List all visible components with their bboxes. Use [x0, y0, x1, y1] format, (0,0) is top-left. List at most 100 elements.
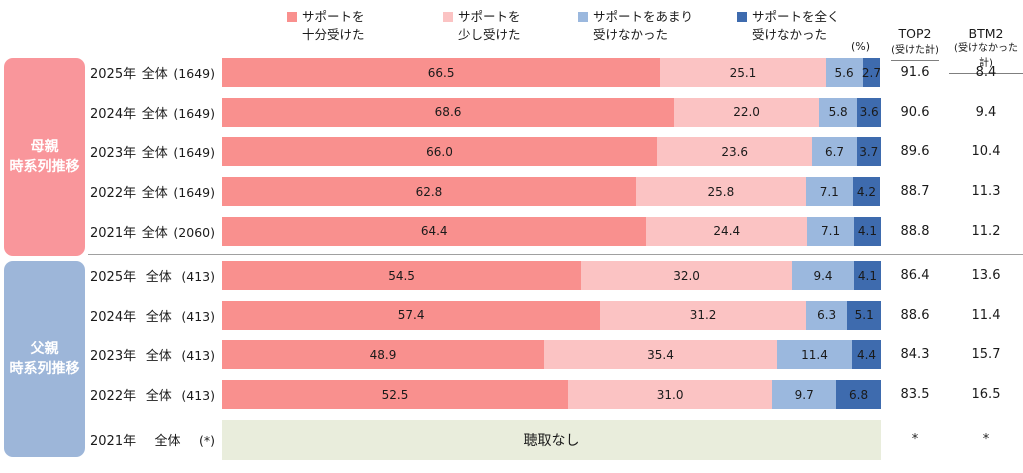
chart-row-father-2025: 2025年 全体 (413) 54.5 32.0 9.4 4.1 86.4 13… — [0, 261, 1023, 290]
segment-not-much: 9.4 — [792, 261, 854, 290]
no-data-bar: 聴取なし — [222, 419, 881, 460]
btm2-value: 15.7 — [971, 347, 1001, 363]
row-label: 2023年 全体 (413) — [90, 345, 215, 364]
btm2-value: 11.4 — [971, 307, 1001, 323]
legend-label-line1: サポートを — [458, 9, 521, 24]
segment-received-somewhat: 22.0 — [674, 97, 820, 127]
row-group: 全体 — [141, 225, 168, 241]
top2-value: 86.4 — [900, 268, 930, 283]
segment-not-at-all: 4.1 — [853, 216, 881, 246]
segment-received-somewhat: 25.1 — [660, 58, 826, 87]
segment-not-at-all: 4.4 — [852, 340, 881, 370]
row-group: 全体 — [141, 186, 168, 202]
chart-row-father-2024: 2024年 全体 (413) 57.4 31.2 6.3 5.1 88.6 11… — [0, 300, 1023, 330]
segment-value: 4.1 — [857, 224, 877, 239]
row-year: 2021年 — [90, 225, 137, 241]
top2-value: * — [911, 432, 919, 448]
segment-not-much: 7.1 — [805, 177, 853, 207]
segment-received-fully: 52.5 — [222, 380, 568, 410]
row-n: (1649) — [173, 185, 215, 201]
segment-value: 11.4 — [801, 347, 828, 362]
row-year: 2024年 — [90, 106, 137, 122]
segment-value: 31.0 — [656, 387, 684, 402]
segment-value: 6.7 — [824, 144, 845, 159]
segment-received-fully: 48.9 — [222, 340, 544, 370]
legend-label-line1: サポートを — [302, 9, 365, 24]
row-group: 全体 — [141, 106, 168, 122]
segment-value: 57.4 — [397, 308, 425, 323]
top2-subtitle: (受けた計) — [891, 43, 939, 61]
row-label: 2022年 全体 (1649) — [90, 182, 215, 201]
row-group: 全体 — [141, 146, 168, 162]
segment-received-fully: 68.6 — [222, 97, 675, 127]
segment-not-much: 5.6 — [825, 58, 863, 87]
segment-value: 6.3 — [817, 308, 837, 323]
stacked-bar: 68.6 22.0 5.8 3.6 — [222, 97, 881, 127]
segment-value: 5.1 — [854, 308, 874, 323]
segment-received-fully: 66.0 — [222, 137, 657, 167]
segment-received-somewhat: 31.0 — [567, 380, 773, 410]
chart-row-mother-2025: 2025年 全体 (1649) 66.5 25.1 5.6 2.7 91.6 8… — [0, 58, 1023, 87]
chart-row-father-2023: 2023年 全体 (413) 48.9 35.4 11.4 4.4 84.3 1… — [0, 340, 1023, 370]
row-year: 2021年 — [90, 434, 137, 450]
segment-value: 24.4 — [713, 224, 741, 239]
segment-not-much: 6.3 — [805, 300, 848, 330]
row-n: (413) — [181, 269, 215, 284]
segment-not-at-all: 6.8 — [836, 380, 881, 410]
group-box-mother-line1: 母親 — [30, 139, 59, 155]
segment-value: 25.8 — [707, 184, 735, 199]
row-n: (1649) — [173, 145, 215, 161]
segment-value: 4.2 — [856, 184, 877, 199]
legend-label-line1: サポートをあまり — [593, 9, 694, 24]
top2-title: TOP2 — [898, 26, 932, 41]
stacked-bar: 57.4 31.2 6.3 5.1 — [222, 300, 881, 330]
segment-value: 5.6 — [834, 65, 854, 80]
stacked-bar: 48.9 35.4 11.4 4.4 — [222, 340, 881, 370]
segment-not-at-all: 4.2 — [852, 177, 881, 207]
segment-value: 4.4 — [856, 347, 877, 362]
segment-value: 22.0 — [733, 105, 760, 120]
legend-label-line2: 十分受けた — [302, 27, 365, 42]
section-father: 2025年 全体 (413) 54.5 32.0 9.4 4.1 86.4 13… — [0, 261, 1023, 470]
row-label: 2023年 全体 (1649) — [90, 142, 215, 161]
stacked-bar: 66.0 23.6 6.7 3.7 — [222, 137, 881, 167]
legend-item-not-at-all: サポートを全く 受けなかった — [737, 8, 840, 44]
row-label: 2025年 全体 (1649) — [90, 63, 215, 82]
row-group: 全体 — [145, 270, 172, 285]
section-mother: 2025年 全体 (1649) 66.5 25.1 5.6 2.7 91.6 8… — [0, 58, 1023, 256]
legend-item-received-somewhat: サポートを 少し受けた — [443, 8, 521, 44]
legend-swatch-received-fully-icon — [287, 12, 297, 22]
top2-value: 84.3 — [900, 347, 930, 363]
top2-value: 88.6 — [900, 307, 930, 323]
segment-value: 7.1 — [821, 224, 841, 239]
stacked-bar: 64.4 24.4 7.1 4.1 — [222, 216, 881, 246]
segment-not-at-all: 4.1 — [853, 261, 881, 290]
row-group: 全体 — [145, 349, 172, 365]
top2-value: 83.5 — [900, 387, 930, 403]
legend-label-line2: 少し受けた — [458, 27, 521, 42]
btm2-value: 16.5 — [971, 387, 1001, 403]
btm2-value: 10.4 — [971, 144, 1001, 160]
no-data-label: 聴取なし — [523, 432, 580, 449]
row-group: 全体 — [154, 434, 181, 450]
stacked-bar: 66.5 25.1 5.6 2.7 — [222, 58, 881, 87]
row-year: 2024年 — [90, 309, 137, 325]
segment-value: 9.4 — [813, 268, 833, 283]
segment-not-at-all: 3.7 — [856, 137, 881, 167]
row-label: 2021年 全体 (2060) — [90, 222, 215, 241]
segment-received-somewhat: 25.8 — [635, 177, 806, 207]
btm2-title: BTM2 — [968, 26, 1004, 41]
segment-value: 6.8 — [849, 387, 869, 402]
row-year: 2022年 — [90, 186, 137, 202]
segment-received-fully: 66.5 — [222, 58, 661, 87]
chart-row-mother-2024: 2024年 全体 (1649) 68.6 22.0 5.8 3.6 90.6 9… — [0, 97, 1023, 127]
legend-label-line2: 受けなかった — [752, 27, 828, 42]
legend-label: サポートを全く 受けなかった — [752, 8, 840, 44]
row-n: (413) — [181, 388, 215, 404]
row-n: (1649) — [173, 105, 215, 121]
btm2-value: 11.2 — [971, 223, 1001, 239]
group-box-mother-line2: 時系列推移 — [9, 159, 80, 175]
group-box-father-line2: 時系列推移 — [9, 361, 80, 377]
legend-label: サポートを 十分受けた — [302, 8, 365, 44]
segment-value: 31.2 — [689, 308, 717, 323]
